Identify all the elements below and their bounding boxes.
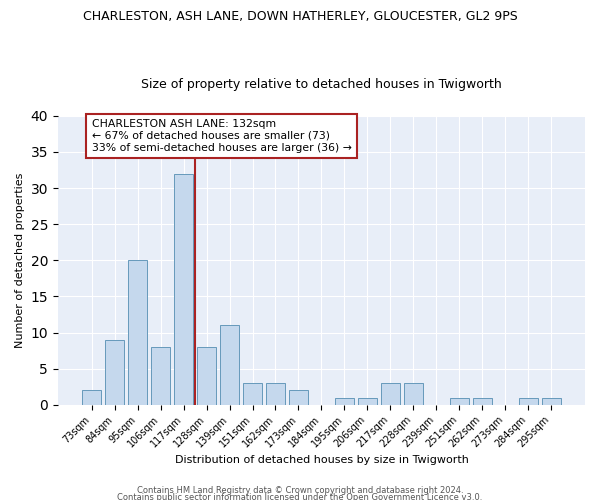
Bar xyxy=(380,383,400,405)
Title: Size of property relative to detached houses in Twigworth: Size of property relative to detached ho… xyxy=(141,78,502,91)
Bar xyxy=(266,383,285,405)
Bar xyxy=(174,174,193,405)
Text: CHARLESTON ASH LANE: 132sqm
← 67% of detached houses are smaller (73)
33% of sem: CHARLESTON ASH LANE: 132sqm ← 67% of det… xyxy=(92,120,352,152)
Bar xyxy=(151,347,170,405)
Bar xyxy=(335,398,354,405)
Text: Contains HM Land Registry data © Crown copyright and database right 2024.: Contains HM Land Registry data © Crown c… xyxy=(137,486,463,495)
Bar xyxy=(197,347,217,405)
Bar xyxy=(449,398,469,405)
Text: CHARLESTON, ASH LANE, DOWN HATHERLEY, GLOUCESTER, GL2 9PS: CHARLESTON, ASH LANE, DOWN HATHERLEY, GL… xyxy=(83,10,517,23)
Y-axis label: Number of detached properties: Number of detached properties xyxy=(15,172,25,348)
Bar xyxy=(105,340,124,405)
Bar xyxy=(82,390,101,405)
Bar xyxy=(518,398,538,405)
Bar xyxy=(404,383,423,405)
Bar xyxy=(542,398,561,405)
X-axis label: Distribution of detached houses by size in Twigworth: Distribution of detached houses by size … xyxy=(175,455,469,465)
Bar xyxy=(358,398,377,405)
Bar xyxy=(473,398,492,405)
Bar xyxy=(128,260,148,405)
Bar xyxy=(289,390,308,405)
Text: Contains public sector information licensed under the Open Government Licence v3: Contains public sector information licen… xyxy=(118,494,482,500)
Bar xyxy=(243,383,262,405)
Bar xyxy=(220,326,239,405)
